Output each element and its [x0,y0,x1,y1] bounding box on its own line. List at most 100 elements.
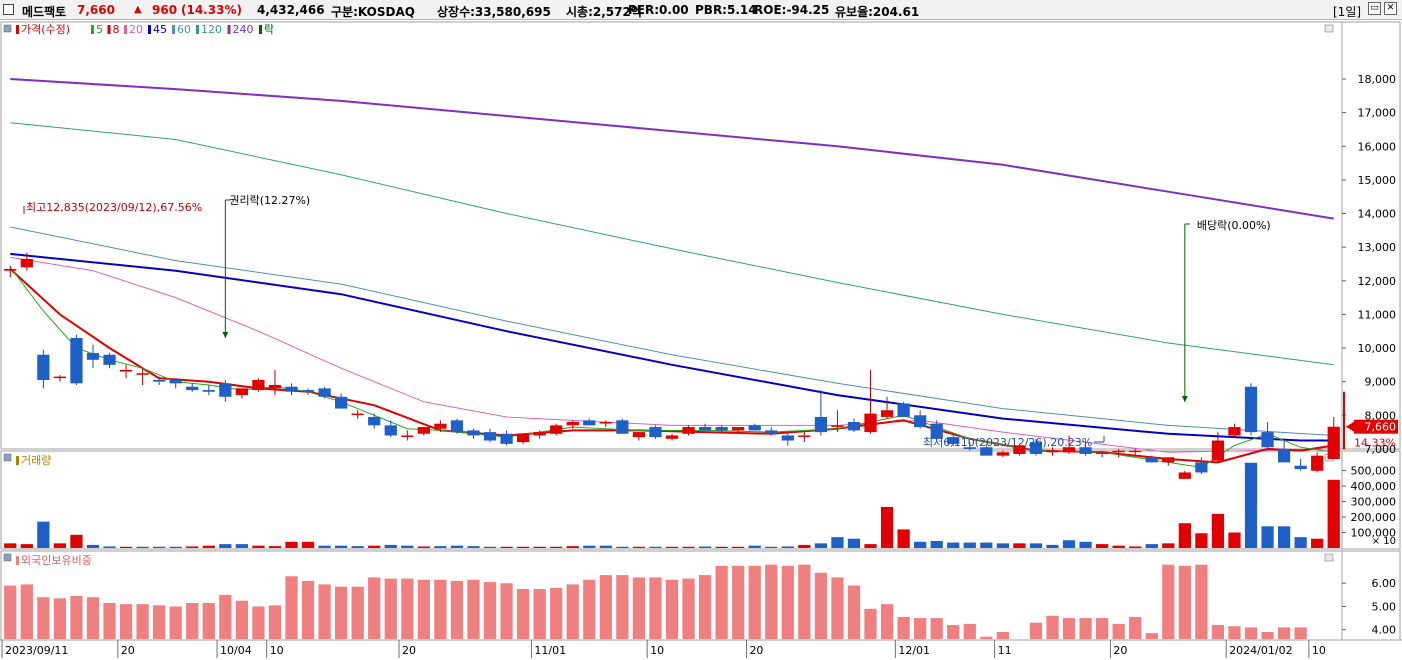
date-tick-label: 20 [1113,644,1127,657]
volume-bar [1162,543,1175,548]
current-price-pointer [1346,421,1354,432]
foreign-bar [864,608,877,639]
rights-marker-arrow [222,332,229,338]
volume-bar [1294,537,1307,548]
price-tick-label: 11,000 [1358,308,1397,321]
foreign-bar [1277,627,1291,639]
volume-bar [698,546,712,548]
candle-body [616,420,629,434]
volume-bar [301,541,315,548]
foreign-bar [86,597,100,639]
candle-body [467,430,480,436]
volume-bar [632,546,646,548]
pane-menu-icon [3,453,12,462]
foreign-tick-label: 4.00 [1372,624,1397,637]
date-tick-label: 10 [650,644,664,657]
current-percent-label: 14.33% [1354,437,1396,450]
candle-body [1178,472,1191,479]
foreign-bar [186,602,199,639]
foreign-bar [765,564,778,639]
candle-body [119,369,133,372]
stock-name[interactable]: 메드팩토 [22,5,67,19]
volume-bar [1129,546,1142,548]
foreign-bar [632,577,646,639]
candle-body [1195,462,1208,473]
candle-body [649,427,662,438]
volume-pane [0,450,1343,550]
close-icon[interactable]: ✕ [1384,2,1397,15]
ma-line-120 [10,122,1334,366]
foreign-bar [947,625,960,639]
candle-body [847,422,861,431]
legend-item: 20 [129,23,143,36]
candle-body [1162,457,1175,463]
volume-bar [930,541,943,548]
price-tick-label: 15,000 [1358,174,1397,187]
foreign-bar [1162,564,1175,639]
candle-body [1228,427,1241,436]
volume-bar [550,546,563,548]
volume-bar [980,542,993,548]
candle-body [1062,447,1076,453]
volume-bar [533,546,546,548]
current-price-label: 7,660 [1365,421,1397,434]
foreign-bar [914,618,927,639]
foreign-bar [119,604,133,639]
volume-bar [1228,532,1241,548]
foreign-bar [814,572,828,639]
low-annotation: 최저6,110(2023/12/26),20.23% [923,436,1092,449]
foreign-bar [483,582,497,639]
period-button[interactable]: [1일] [1333,5,1362,19]
volume-bar [335,545,348,548]
candle-body [351,413,364,416]
volume-bar [583,545,596,548]
volume-legend-swatch [16,456,19,465]
foreign-bar [1029,622,1043,639]
foreign-bar [103,602,116,639]
foreign-bar [202,602,215,639]
foreign-bar [417,579,430,639]
volume-bar [86,544,100,548]
reserve-ratio: 유보율:204.61 [835,5,920,19]
restore-icon[interactable]: ▭ [1368,2,1381,15]
candle-body [814,416,828,433]
date-tick-label: 12/01 [898,644,930,657]
price-tick-label: 14,000 [1358,208,1397,221]
date-tick-label: 20 [402,644,416,657]
volume-bar [252,545,265,548]
volume-bar [1046,544,1059,548]
candle-body [516,433,530,443]
pane-maximize-icon [1324,24,1334,33]
candle-body [434,423,447,429]
candle-body [698,427,712,431]
foreign-bar [136,604,149,639]
candle-body [186,386,199,391]
volume-bar [401,545,414,548]
stock-checkbox[interactable] [3,4,14,15]
volume-unit: × 10 [1372,536,1396,547]
volume-bar [53,543,67,548]
volume-bar [153,546,166,548]
volume-bar [1096,544,1109,548]
stock-chart[interactable]: 18,000 17,000 16,000 15,000 14,000 13,000 12,0… [0,20,1402,660]
foreign-bar [1145,633,1158,639]
date-tick-label: 10/04 [220,644,252,657]
volume-bar [649,546,662,548]
candle-body [980,447,993,456]
candle-body [401,435,414,437]
foreign-bar [169,606,182,639]
foreign-bar [1261,632,1274,639]
foreign-bar [831,577,844,639]
candle-body [219,383,232,397]
pane-menu-icon [3,24,12,33]
candle-body [384,425,397,436]
candle-body [1046,450,1059,453]
foreign-bar [649,577,662,639]
dividend-annotation: 배당락(0.00%) [1197,219,1271,232]
volume-bar [500,546,513,548]
volume-bar [516,546,530,548]
candle-body [37,354,50,380]
foreign-bar [434,579,447,639]
candle-body [53,376,67,379]
candle-body [417,427,430,434]
